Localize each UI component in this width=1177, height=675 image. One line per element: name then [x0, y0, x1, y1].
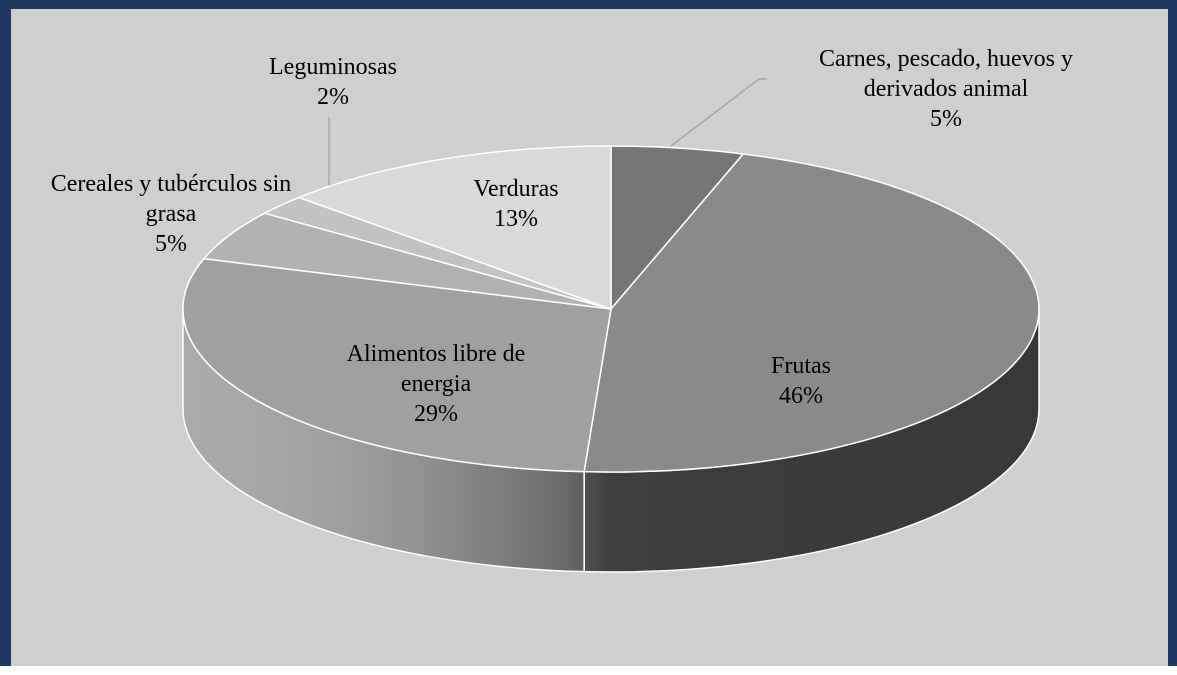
category-label: Leguminosas [269, 54, 397, 80]
value-label: 13% [494, 206, 538, 232]
category-label: Cereales y tubérculos sin grasa [50, 171, 292, 227]
data-label: Leguminosas 2% [233, 52, 433, 112]
leader-line [670, 78, 760, 147]
value-label: 29% [414, 401, 458, 427]
data-label: Cereales y tubérculos sin grasa 5% [26, 169, 316, 259]
value-label: 2% [317, 84, 349, 110]
category-label: Verduras [473, 176, 559, 202]
data-label: Alimentos libre de energia 29% [311, 339, 561, 429]
chart [182, 78, 1040, 573]
value-label: 5% [930, 106, 962, 132]
slice [583, 153, 1040, 473]
data-label: Frutas 46% [701, 351, 901, 411]
slice [296, 145, 612, 311]
value-label: 46% [779, 383, 823, 409]
category-label: Alimentos libre de energia [346, 341, 526, 397]
category-label: Carnes, pescado, huevos y derivados anim… [819, 46, 1073, 102]
slice-sides [182, 308, 1040, 573]
slice [182, 257, 612, 473]
slice-tops [182, 145, 1040, 473]
data-label: Carnes, pescado, huevos y derivados anim… [781, 44, 1111, 134]
value-label: 5% [155, 231, 187, 257]
category-label: Frutas [771, 353, 831, 379]
data-label: Verduras 13% [436, 174, 596, 234]
